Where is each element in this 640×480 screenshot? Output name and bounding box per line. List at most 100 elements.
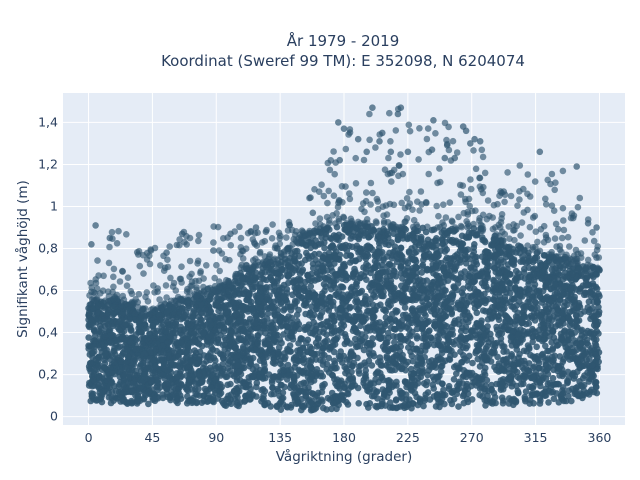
data-point	[489, 304, 496, 311]
data-point	[365, 357, 373, 365]
data-point	[277, 374, 285, 381]
data-point	[449, 331, 457, 338]
data-point	[434, 273, 441, 281]
data-point	[412, 282, 420, 289]
data-point	[362, 374, 370, 382]
data-point	[346, 259, 354, 266]
data-point	[433, 298, 441, 305]
data-point	[343, 398, 350, 406]
data-point	[327, 243, 335, 251]
data-point	[291, 394, 298, 401]
data-point	[306, 363, 314, 370]
data-point	[349, 362, 356, 370]
data-point	[377, 362, 385, 369]
data-point	[129, 388, 136, 396]
data-point	[91, 343, 98, 351]
data-point	[459, 392, 467, 400]
data-point	[466, 298, 473, 305]
data-point	[337, 348, 345, 355]
data-point	[411, 292, 419, 299]
data-point	[420, 277, 427, 285]
data-point	[354, 298, 361, 306]
data-point	[456, 378, 463, 386]
data-point	[401, 304, 409, 311]
data-point	[581, 362, 588, 370]
data-point	[151, 329, 159, 337]
data-point	[495, 244, 503, 252]
data-point	[419, 298, 426, 306]
data-point	[87, 359, 94, 367]
data-point	[418, 325, 426, 333]
data-point	[91, 337, 98, 344]
data-point	[123, 358, 131, 366]
data-point	[354, 306, 362, 314]
data-point	[510, 303, 517, 311]
data-point	[402, 335, 410, 343]
data-point	[539, 325, 547, 332]
data-point	[481, 258, 489, 266]
data-point	[271, 269, 278, 277]
data-point	[397, 325, 405, 333]
data-point	[363, 276, 370, 284]
data-point	[259, 386, 267, 393]
data-point	[150, 357, 157, 364]
data-point	[393, 258, 401, 266]
data-point	[253, 324, 261, 332]
data-point	[317, 312, 324, 319]
data-point	[333, 405, 340, 413]
data-point	[549, 328, 557, 336]
data-point	[274, 306, 282, 314]
data-point	[252, 319, 259, 327]
data-point	[346, 356, 353, 363]
data-point	[565, 336, 572, 343]
data-point	[127, 326, 135, 334]
data-point	[273, 402, 281, 410]
data-point	[458, 232, 466, 240]
data-point	[440, 268, 448, 275]
data-point	[398, 389, 405, 397]
data-point	[588, 362, 596, 369]
data-point	[489, 398, 497, 405]
data-point	[341, 263, 349, 271]
data-point	[298, 260, 305, 267]
data-point	[107, 399, 115, 407]
data-point	[394, 404, 401, 411]
data-point	[500, 348, 507, 356]
data-point	[458, 240, 466, 247]
data-point	[258, 311, 266, 319]
data-point	[375, 250, 383, 257]
data-point	[113, 318, 120, 325]
data-point	[435, 312, 443, 319]
data-point	[565, 328, 573, 335]
data-point	[500, 258, 507, 266]
data-point	[463, 370, 471, 377]
data-point	[128, 400, 136, 407]
data-point	[89, 349, 97, 357]
data-point	[261, 322, 268, 330]
data-point	[377, 234, 385, 241]
data-point	[376, 319, 383, 326]
data-point	[118, 358, 125, 365]
data-point	[212, 300, 220, 307]
data-point	[85, 334, 92, 341]
data-point	[321, 244, 328, 252]
data-point	[109, 311, 117, 318]
data-point	[334, 334, 341, 341]
data-point	[494, 313, 502, 321]
data-point	[462, 323, 470, 331]
data-point	[446, 293, 454, 301]
data-point	[235, 279, 242, 287]
data-point	[257, 287, 264, 295]
data-point	[138, 313, 145, 320]
data-point	[525, 367, 532, 374]
data-point	[487, 252, 494, 259]
data-point	[354, 343, 362, 350]
data-point	[590, 321, 598, 329]
data-point	[266, 331, 274, 339]
data-point	[497, 384, 505, 391]
data-point	[159, 371, 166, 379]
data-point	[438, 380, 446, 388]
data-point	[451, 351, 458, 359]
data-point	[439, 235, 446, 242]
data-point	[323, 331, 330, 339]
